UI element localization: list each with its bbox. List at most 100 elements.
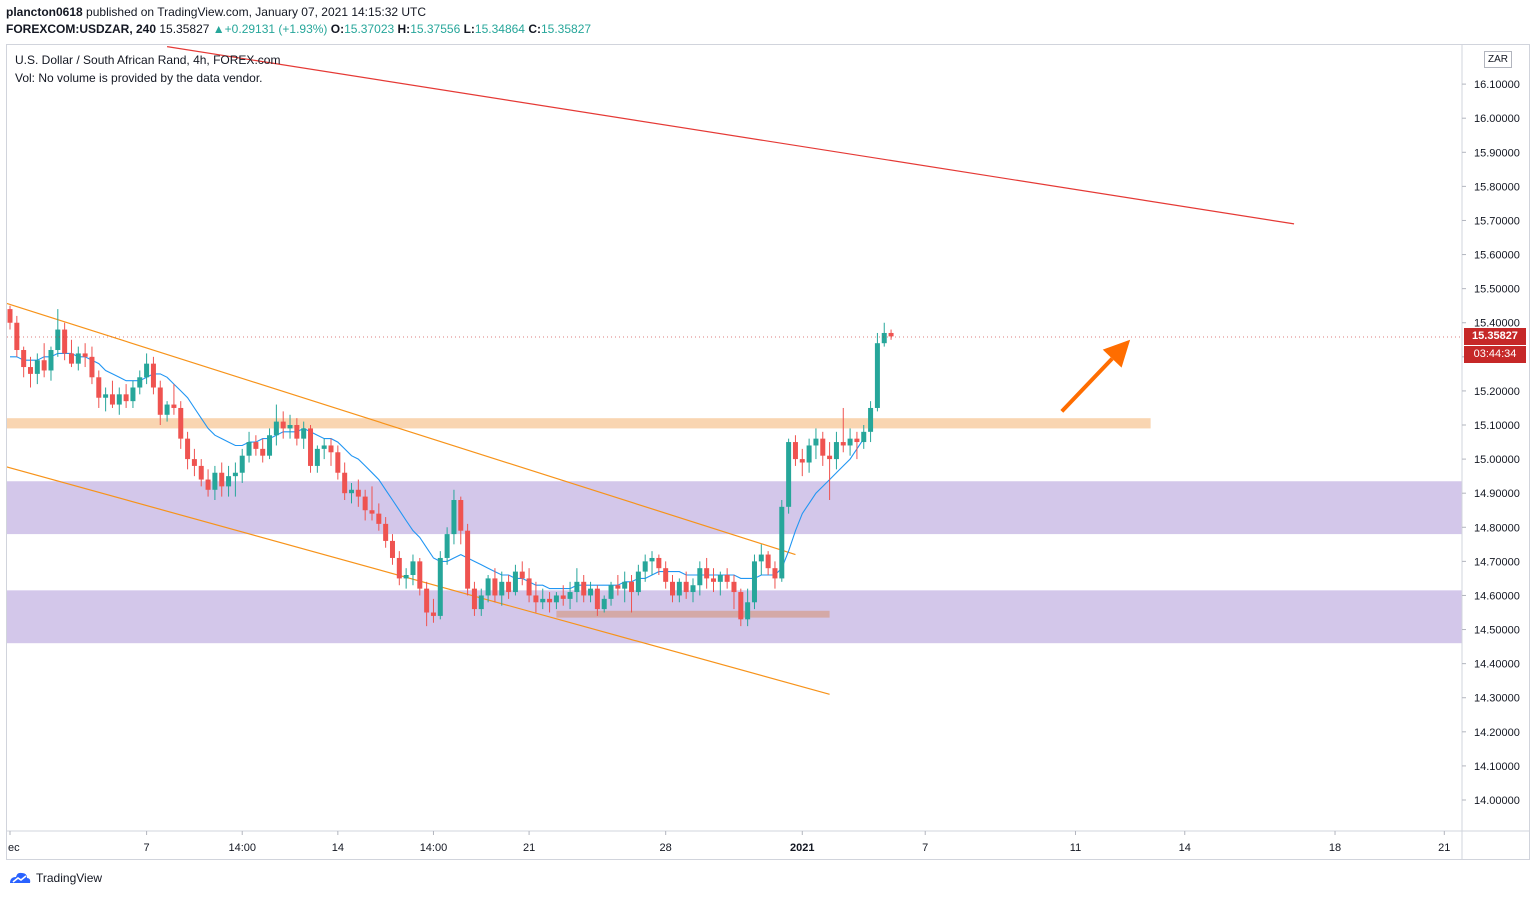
direction-arrow-shaft — [1060, 357, 1114, 413]
trendline-orange-2 — [7, 466, 830, 695]
candle-body — [437, 557, 443, 616]
candle-body — [212, 472, 218, 490]
candle-body — [792, 442, 798, 460]
candle-body — [820, 438, 826, 456]
time-tick-label: 11 — [1070, 842, 1081, 854]
candle-body — [123, 394, 129, 402]
time-tick-label: 7 — [144, 842, 150, 854]
candle-body — [663, 568, 669, 582]
candle-body — [430, 612, 436, 616]
candle-body — [547, 598, 553, 603]
candle-body — [96, 377, 102, 398]
candle-body — [574, 581, 580, 593]
candle-body — [116, 394, 122, 405]
price-tick-label: 16.00000 — [1474, 113, 1520, 125]
candle-body — [280, 421, 286, 429]
candle-body — [840, 442, 846, 446]
time-tick-label: 14 — [332, 842, 344, 854]
candle-body — [335, 452, 341, 473]
candle-body — [799, 459, 805, 463]
candle-body — [178, 407, 184, 439]
candle-body — [772, 568, 778, 579]
candle-body — [861, 431, 867, 443]
zone-purple-0 — [7, 481, 1462, 535]
candle-body — [724, 575, 730, 582]
time-tick-label: 18 — [1329, 842, 1341, 854]
candle-body — [349, 489, 354, 494]
price-tick-label: 15.10000 — [1474, 420, 1520, 432]
candle-body — [55, 329, 61, 351]
candle-body — [601, 598, 607, 610]
candle-body — [533, 595, 539, 603]
candle-body — [656, 557, 662, 569]
candle-body — [833, 442, 839, 460]
candle-body — [239, 455, 245, 473]
candle-body — [765, 554, 771, 569]
price-tick-label: 14.40000 — [1474, 659, 1520, 671]
candle-body — [383, 523, 389, 541]
open-value: 15.37023 — [344, 22, 395, 36]
tradingview-logo-icon — [10, 872, 31, 883]
published-text: published on TradingView.com, January 07… — [86, 5, 427, 19]
candle-body — [854, 438, 860, 443]
candle-body — [424, 588, 430, 613]
time-tick-label: 14 — [1179, 842, 1191, 854]
candle-body — [7, 309, 13, 323]
candle-body — [888, 332, 894, 337]
author-name[interactable]: plancton0618 — [6, 5, 83, 19]
trendline-orange-1 — [7, 302, 796, 556]
candle-body — [676, 581, 682, 596]
candle-body — [314, 448, 320, 466]
candle-body — [717, 575, 723, 582]
direction-arrow-head — [1102, 339, 1131, 368]
price-tick-label: 15.80000 — [1474, 181, 1520, 193]
candle-body — [485, 578, 491, 596]
price-tick-label: 15.90000 — [1474, 147, 1520, 159]
footer-brand[interactable]: TradingView — [8, 871, 102, 885]
bar-countdown-label: 03:44:34 — [1464, 345, 1526, 363]
close-label: C: — [528, 22, 541, 36]
trendline-red-0 — [166, 46, 1295, 225]
price-tick-label: 15.20000 — [1474, 386, 1520, 398]
candle-body — [267, 435, 273, 456]
candle-body — [567, 592, 573, 599]
candle-body — [219, 472, 225, 487]
candle-body — [588, 588, 594, 596]
candle-body — [594, 588, 600, 610]
candle-body — [273, 421, 279, 436]
volume-note: Vol: No volume is provided by the data v… — [15, 71, 263, 85]
candle-body — [21, 350, 27, 368]
chart-frame — [6, 44, 1530, 860]
candle-body — [294, 425, 300, 439]
symbol-name: FOREXCOM:USDZAR, 240 — [6, 22, 157, 36]
open-label: O: — [330, 22, 345, 36]
time-tick-label: 7 — [922, 842, 928, 854]
candle-body — [629, 581, 635, 593]
candle-body — [89, 356, 95, 378]
candle-body — [622, 581, 628, 589]
last-price: 15.35827 — [159, 22, 210, 36]
candle-body — [670, 581, 676, 596]
brand-name: TradingView — [36, 871, 103, 885]
candle-body — [164, 404, 170, 415]
candle-body — [137, 377, 143, 388]
candle-body — [342, 472, 348, 494]
time-tick-label: ec — [8, 842, 20, 854]
candle-body — [519, 571, 525, 579]
currency-label[interactable]: ZAR — [1484, 51, 1512, 68]
candle-body — [868, 407, 874, 432]
candle-body — [458, 500, 464, 531]
candle-body — [82, 353, 88, 357]
candle-body — [847, 438, 853, 446]
candle-body — [710, 578, 716, 582]
price-tick-label: 14.60000 — [1474, 590, 1520, 602]
price-tick-label: 14.50000 — [1474, 625, 1520, 637]
price-tick-label: 14.90000 — [1474, 488, 1520, 500]
candle-body — [48, 350, 54, 371]
candle-body — [690, 585, 696, 593]
candle-body — [499, 581, 505, 596]
candle-body — [226, 476, 232, 487]
candle-body — [369, 510, 375, 514]
candle-body — [553, 595, 559, 603]
